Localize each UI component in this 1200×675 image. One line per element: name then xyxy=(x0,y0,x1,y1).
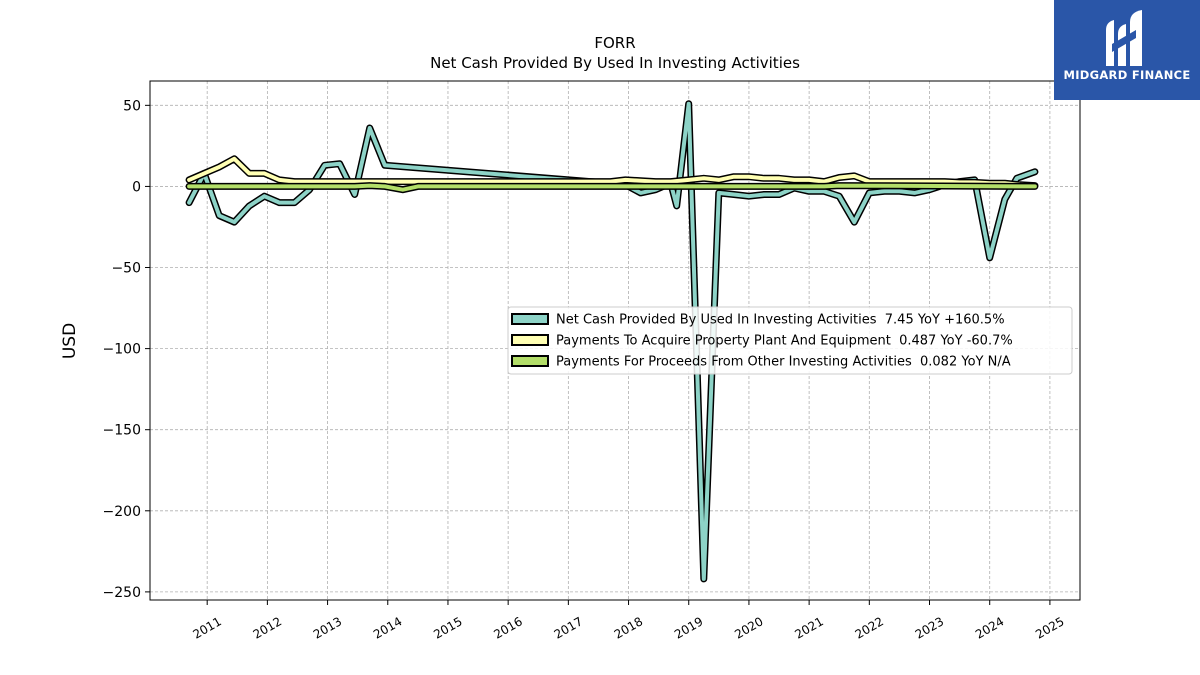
y-tick-label: 0 xyxy=(132,179,141,195)
x-tick-label: 2019 xyxy=(672,614,705,641)
x-axis-ticks: 2011 2012 2013 2014 2015 2016 2017 2018 2019 2020… xyxy=(190,600,1067,642)
y-tick-label: −200 xyxy=(103,504,141,520)
x-tick-label: 2021 xyxy=(792,614,825,641)
legend-box xyxy=(507,306,1073,375)
legend-label-3: Payments For Proceeds From Other Investi… xyxy=(556,355,1011,370)
series-line-1 xyxy=(187,101,1037,581)
y-tick-label: −150 xyxy=(103,423,141,439)
x-tick-label: 2020 xyxy=(732,614,765,641)
y-axis-label: USD xyxy=(60,323,80,359)
x-tick-label: 2014 xyxy=(371,614,404,641)
legend-label-1: Net Cash Provided By Used In Investing A… xyxy=(556,313,1005,328)
x-tick-label: 2011 xyxy=(190,614,223,641)
chart-subtitle: Net Cash Provided By Used In Investing A… xyxy=(430,54,800,72)
x-tick-label: 2012 xyxy=(251,614,284,641)
legend-swatch-2 xyxy=(511,334,549,346)
x-tick-label: 2025 xyxy=(1033,614,1066,641)
series-line-2 xyxy=(187,156,1037,188)
y-tick-label: −50 xyxy=(111,261,141,277)
x-tick-label: 2015 xyxy=(431,614,464,641)
legend-swatch-3 xyxy=(511,355,549,367)
y-tick-label: −100 xyxy=(103,342,141,358)
brand-logo: MIDGARD FINANCE xyxy=(1054,0,1200,100)
legend-label-2: Payments To Acquire Property Plant And E… xyxy=(556,334,1013,349)
midgard-logo-icon xyxy=(1106,10,1142,66)
x-tick-label: 2017 xyxy=(552,614,585,641)
series-lines xyxy=(185,100,1039,583)
x-tick-label: 2013 xyxy=(311,614,344,641)
y-tick-label: 50 xyxy=(123,98,141,114)
legend: Net Cash Provided By Used In Investing A… xyxy=(507,306,1073,375)
x-tick-label: 2018 xyxy=(612,614,645,641)
x-tick-label: 2023 xyxy=(913,614,946,641)
x-tick-label: 2022 xyxy=(853,614,886,641)
series-line-3 xyxy=(187,183,1037,192)
legend-swatch-1 xyxy=(511,313,549,325)
x-tick-label: 2016 xyxy=(491,614,524,641)
y-axis-ticks: 50 0 −50 −100 −150 −200 −250 xyxy=(103,98,150,601)
x-tick-label: 2024 xyxy=(973,614,1006,641)
logo-text: MIDGARD FINANCE xyxy=(1063,68,1191,82)
plot-area-frame xyxy=(149,80,1081,601)
y-tick-label: −250 xyxy=(103,585,141,601)
chart-title: FORR xyxy=(594,34,635,52)
